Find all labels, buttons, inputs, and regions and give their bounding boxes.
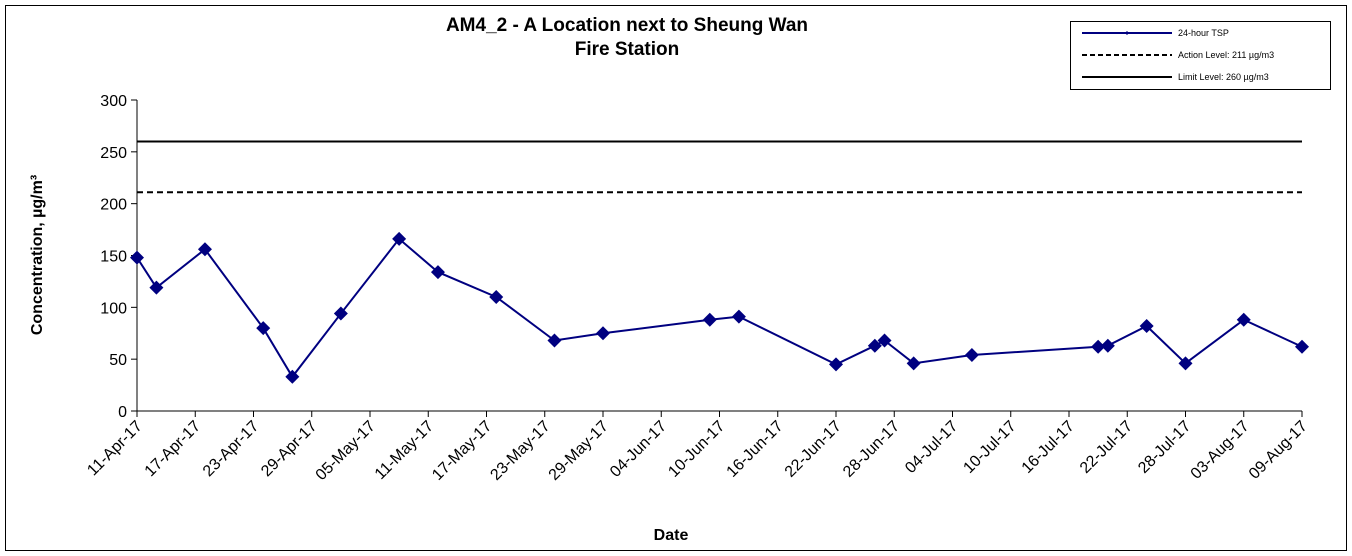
y-tick-label: 150	[100, 249, 127, 266]
data-point	[731, 309, 746, 324]
data-point	[867, 338, 882, 353]
y-tick-label: 200	[100, 197, 127, 214]
data-point	[130, 250, 144, 265]
y-tick-label: 0	[118, 404, 127, 421]
x-tick-label: 17-Apr-17	[142, 418, 204, 480]
series-line	[136, 237, 1303, 379]
x-tick-label: 03-Aug-17	[1188, 418, 1253, 483]
data-point	[1091, 339, 1106, 354]
data-point	[1100, 338, 1115, 353]
legend-label: 24-hour TSP	[1178, 28, 1229, 38]
data-point	[256, 321, 271, 336]
data-point	[430, 265, 445, 280]
chart-title: Fire Station	[575, 39, 680, 60]
data-point	[964, 348, 979, 363]
y-tick-label: 100	[100, 300, 127, 317]
data-point	[906, 356, 921, 371]
x-tick-label: 11-Apr-17	[84, 418, 146, 480]
chart-title: AM4_2 - A Location next to Sheung Wan	[446, 15, 808, 36]
x-tick-label: 04-Jul-17	[902, 418, 961, 477]
x-tick-label: 28-Jun-17	[840, 418, 903, 481]
data-point	[285, 369, 300, 384]
x-axis-label: Date	[654, 527, 689, 544]
legend-marker	[1125, 31, 1129, 35]
x-tick-label: 11-May-17	[372, 418, 437, 483]
x-tick-label: 05-May-17	[313, 418, 379, 484]
data-point	[829, 357, 843, 372]
legend-label: Limit Level: 260 µg/m3	[1178, 72, 1269, 82]
x-tick-label: 17-May-17	[429, 418, 495, 484]
x-tick-label: 28-Jul-17	[1135, 418, 1194, 477]
x-tick-label: 04-Jun-17	[607, 418, 670, 481]
x-tick-label: 10-Jul-17	[960, 418, 1019, 477]
x-tick-label: 22-Jul-17	[1077, 418, 1136, 477]
data-point	[1139, 318, 1154, 333]
x-tick-label: 29-Apr-17	[258, 418, 320, 480]
x-tick-label: 23-Apr-17	[200, 418, 262, 480]
data-point	[596, 326, 610, 341]
chart-frame	[5, 5, 1347, 551]
data-point	[1236, 312, 1251, 327]
data-point	[333, 306, 348, 321]
x-tick-label: 22-Jun-17	[782, 418, 845, 481]
data-point	[877, 333, 892, 348]
data-point	[1295, 339, 1309, 354]
y-axis-label: Concentration, µg/m³	[29, 175, 46, 335]
data-point	[197, 242, 212, 257]
y-tick-label: 300	[100, 93, 127, 110]
x-tick-label: 29-May-17	[546, 418, 612, 484]
data-point	[149, 280, 164, 295]
data-point	[392, 231, 407, 246]
data-point	[489, 289, 504, 304]
data-point	[702, 312, 717, 327]
x-tick-label: 10-Jun-17	[665, 418, 728, 481]
y-tick-label: 50	[109, 352, 127, 369]
data-point	[547, 333, 562, 348]
y-tick-label: 250	[100, 145, 127, 162]
legend-label: Action Level: 211 µg/m3	[1178, 50, 1274, 60]
data-point	[1178, 356, 1193, 371]
x-tick-label: 16-Jun-17	[724, 418, 787, 481]
x-tick-label: 23-May-17	[487, 418, 553, 484]
x-tick-label: 16-Jul-17	[1019, 418, 1078, 477]
x-tick-label: 09-Aug-17	[1246, 418, 1311, 483]
